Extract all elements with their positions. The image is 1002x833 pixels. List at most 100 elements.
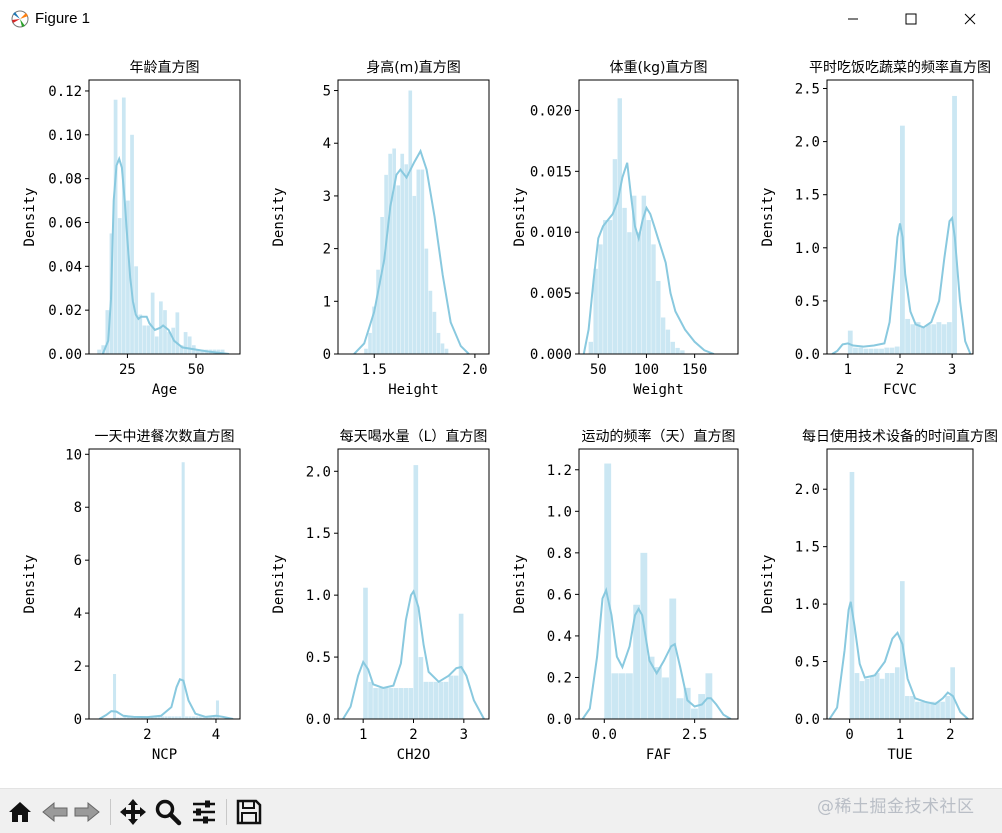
y-tick-label: 8 — [74, 500, 82, 516]
histogram-bar — [879, 348, 884, 354]
figure-canvas[interactable]: 0.00 0.02 0.04 0.06 0.08 0.10 0.12 25 50 年龄直方图 Age… — [0, 38, 1002, 788]
histogram-bar — [920, 701, 925, 719]
y-tick-label: 2.5 — [795, 81, 820, 97]
histogram-bar — [905, 318, 911, 354]
maximize-button[interactable] — [888, 0, 934, 38]
subplot-7: 0.0 0.2 0.4 0.6 0.8 1.0 1.2 0.0 2.5 运动的频率（天）直方图 FA… — [512, 428, 739, 763]
histogram-bar — [126, 200, 130, 354]
plot-area — [582, 98, 715, 354]
histogram-bar — [910, 696, 915, 719]
histogram-bar — [432, 311, 437, 354]
y-axis-label: Density — [271, 554, 287, 613]
histogram-bar — [198, 716, 202, 719]
histogram-bar — [393, 688, 398, 719]
histogram-bar — [617, 98, 622, 354]
histogram-bar — [444, 348, 449, 354]
configure-subplots-icon — [193, 800, 215, 824]
histogram-bar — [665, 329, 671, 354]
histogram-bar — [364, 348, 368, 354]
y-tick-label: 4 — [74, 606, 82, 622]
histogram-bar — [926, 324, 931, 354]
close-button[interactable] — [947, 0, 993, 38]
histogram-bar — [383, 688, 388, 719]
histogram-bar — [150, 292, 155, 354]
y-tick-label: 0.10 — [48, 128, 82, 144]
zoom-button[interactable] — [153, 797, 183, 827]
histogram-bar — [123, 716, 127, 719]
save-button[interactable] — [234, 797, 264, 827]
pan-button[interactable] — [118, 797, 148, 827]
kde-line — [342, 589, 485, 719]
y-tick-label: 3 — [323, 189, 331, 205]
histogram-bar — [894, 346, 900, 354]
plot-area — [828, 471, 969, 719]
watermark: @稀土掘金技术社区 — [817, 797, 975, 817]
axes-frame — [88, 448, 241, 720]
histogram-bar — [191, 716, 195, 719]
home-button[interactable] — [5, 797, 35, 827]
subplot-title: 平时吃饭吃蔬菜的频率直方图 — [809, 59, 991, 76]
histogram-bar — [868, 348, 874, 354]
histogram-bar — [647, 656, 655, 719]
histogram-bar — [598, 244, 603, 354]
histogram-bar — [874, 673, 880, 719]
back-icon — [42, 801, 68, 823]
histogram-bar — [879, 678, 885, 719]
x-tick-label: 0.0 — [592, 727, 617, 743]
histogram-bar — [396, 185, 401, 354]
histogram-bar — [116, 717, 120, 719]
histogram-bar — [195, 716, 199, 719]
histogram-bar — [945, 696, 950, 719]
y-tick-label: 0.0 — [795, 347, 820, 363]
x-tick-label: 1 — [896, 727, 904, 743]
maximize-icon — [905, 13, 917, 25]
minimize-button[interactable] — [830, 0, 876, 38]
histogram-bar — [209, 716, 213, 719]
histogram-bar — [373, 688, 378, 719]
histogram-bar — [185, 716, 189, 719]
histogram-bar — [603, 220, 608, 354]
histogram-bar — [438, 681, 444, 719]
subplot-title: 每日使用技术设备的时间直方图 — [802, 428, 998, 445]
x-tick-label: 0 — [845, 727, 853, 743]
x-axis-label: Height — [388, 382, 439, 398]
y-tick-label: 0.02 — [48, 303, 82, 319]
histogram-bar — [443, 681, 449, 719]
y-tick-label: 4 — [323, 136, 331, 152]
histogram-bar — [436, 332, 441, 354]
y-tick-label: 0.0 — [547, 712, 572, 728]
y-tick-label: 0.000 — [530, 347, 572, 363]
window-titlebar: Figure 1 — [0, 0, 1002, 38]
histogram-bar — [612, 159, 618, 354]
forward-button[interactable] — [72, 797, 102, 827]
kde-line — [582, 162, 715, 354]
histogram-bar — [408, 688, 414, 719]
histogram-bar — [633, 604, 641, 719]
y-axis-label: Density — [512, 187, 528, 246]
subplot-8: 0.0 0.5 1.0 1.5 2.0 0 1 2 每日使用技术设备的时间直方图 TUE Densi… — [760, 428, 998, 763]
window-title: Figure 1 — [35, 10, 91, 27]
y-tick-label: 1.0 — [306, 588, 331, 604]
histogram-bar — [894, 667, 900, 719]
y-tick-label: 1.2 — [547, 463, 572, 479]
plot-area — [353, 90, 470, 354]
histogram-bar — [183, 332, 188, 354]
toolbar-separator — [226, 799, 227, 825]
histogram-bar — [97, 349, 101, 354]
histogram-bar — [408, 90, 413, 354]
subplot-3: 0.000 0.005 0.010 0.015 0.020 50 100 150 体重(kg)直… — [512, 59, 739, 398]
histogram-bar — [900, 581, 905, 719]
histogram-bar — [378, 688, 383, 719]
configure-subplots-button[interactable] — [189, 797, 219, 827]
y-tick-label: 1.0 — [795, 597, 820, 613]
x-tick-label: 100 — [634, 362, 659, 378]
histogram-bar — [363, 587, 368, 719]
histogram-bar — [940, 701, 945, 719]
histogram-bar — [950, 667, 955, 719]
back-button[interactable] — [40, 797, 70, 827]
histogram-bar — [920, 327, 926, 354]
histogram-bar — [859, 681, 865, 719]
histogram-bar — [941, 324, 947, 354]
histogram-bar — [448, 675, 454, 719]
histogram-bar — [869, 676, 875, 719]
